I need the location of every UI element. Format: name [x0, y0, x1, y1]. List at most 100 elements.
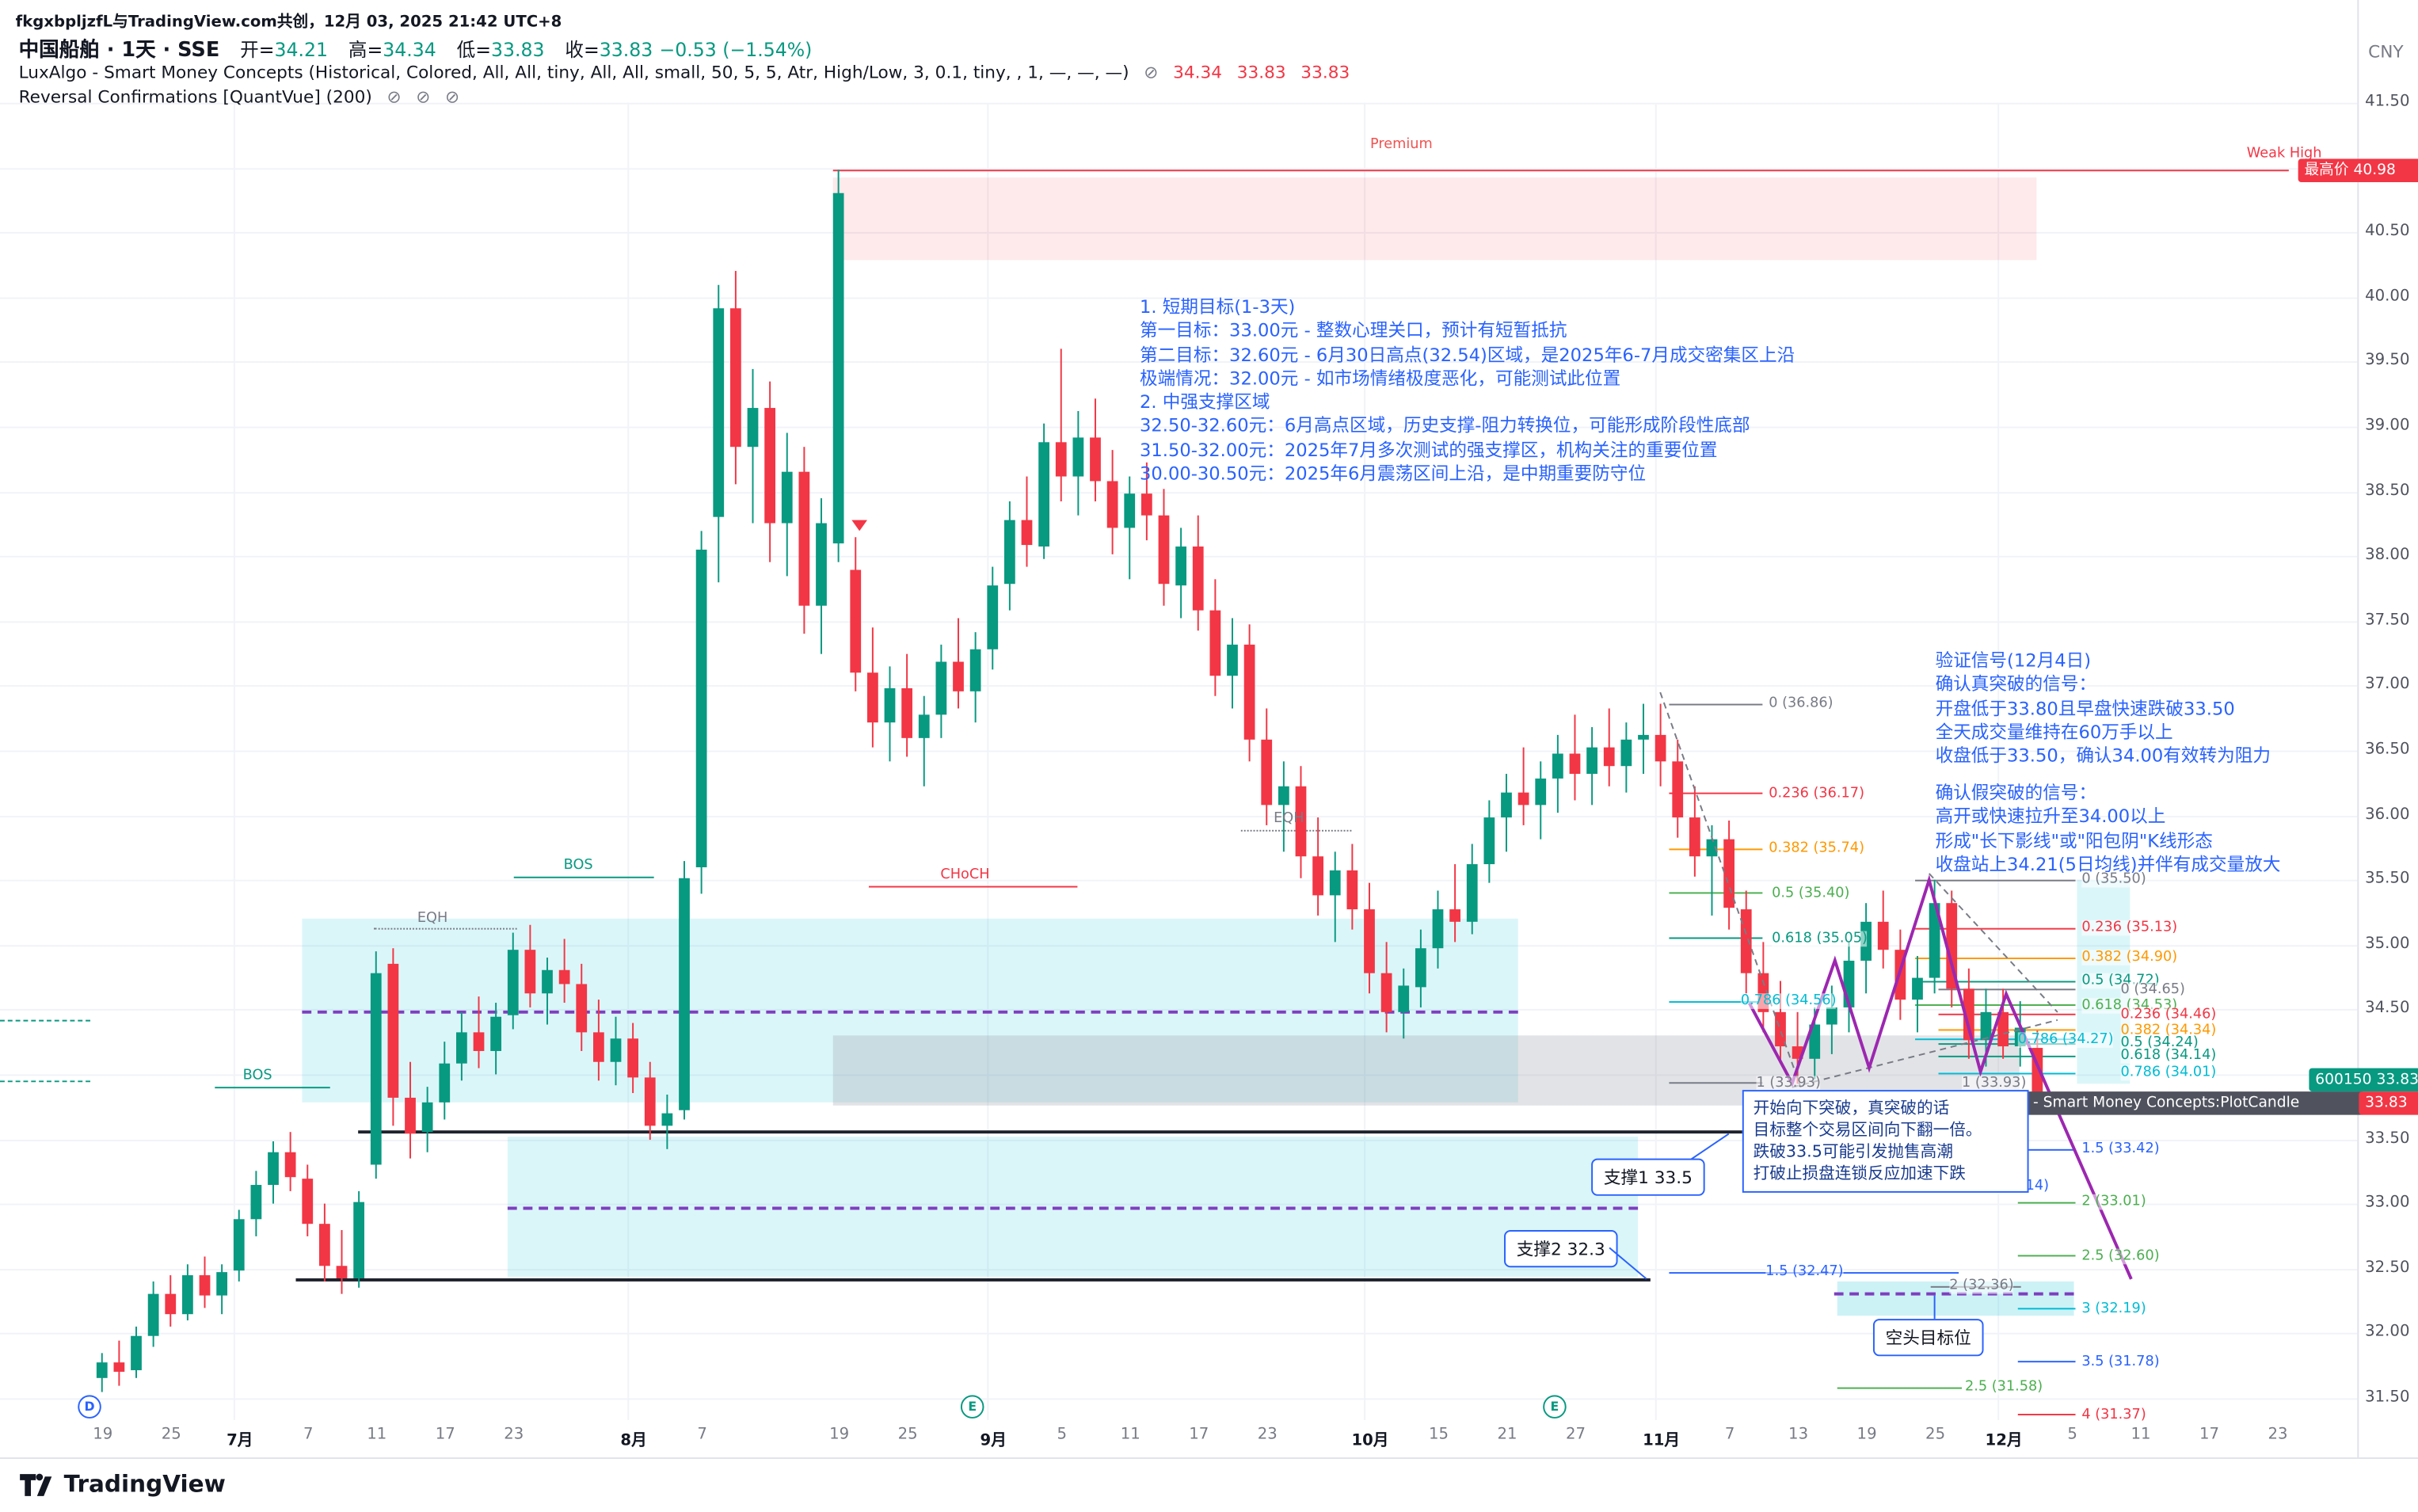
ath-price-tag: 最高价 40.98 — [2298, 158, 2418, 182]
candle — [1398, 986, 1410, 1012]
time-axis-label: 17 — [2199, 1426, 2220, 1444]
fib-label[interactable]: 0.786 (34.01) — [2120, 1065, 2217, 1081]
candle — [131, 1335, 142, 1370]
bottom-bar: TradingView — [0, 1459, 2418, 1512]
callout-breakdown-note[interactable]: 开始向下突破，真突破的话 目标整个交易区间向下翻一倍。 跌破33.5可能引发抛售… — [1742, 1090, 2029, 1193]
candle — [507, 950, 519, 1016]
fib-label[interactable]: 1 (33.93) — [1756, 1076, 1821, 1091]
fib-level-line — [1915, 879, 2076, 882]
candle-wick — [1282, 760, 1285, 852]
grid-line-h — [0, 1398, 2358, 1400]
callout-support-1[interactable]: 支撑1 33.5 — [1591, 1158, 1705, 1196]
candle — [1090, 436, 1101, 482]
candle — [1501, 791, 1512, 818]
hidden-eye-icon[interactable]: ⊘ — [1144, 62, 1159, 83]
time-axis-label: 11 — [2131, 1426, 2151, 1444]
hidden-eye-icon[interactable]: ⊘ — [445, 87, 460, 108]
candle — [1809, 1025, 1821, 1059]
axis-separator-horizontal — [0, 1457, 2418, 1460]
fib-label[interactable]: 2 (33.01) — [2081, 1194, 2146, 1211]
fib-label[interactable]: 0 (36.86) — [1769, 695, 1833, 712]
grid-line-h — [0, 491, 2358, 493]
fib-label[interactable]: 1.5 (33.42) — [2081, 1141, 2160, 1158]
bos-label: BOS — [563, 858, 593, 874]
grid-line-h — [0, 620, 2358, 623]
callout-support-2[interactable]: 支撑2 32.3 — [1504, 1230, 1618, 1268]
time-axis[interactable]: 19 25 7月 7 11 17 23 8月 7 19 25 9月 5 11 17 23 10月 15 21 27 11… — [0, 1417, 2418, 1457]
fib-label[interactable]: 1 (33.93) — [1962, 1076, 2027, 1091]
indicator-row-reversal[interactable]: Reversal Confirmations [QuantVue] (200) … — [19, 87, 460, 108]
annotation-support-zones[interactable]: 2. 中强支撑区域 32.50-32.60元：6月高点区域，历史支撑-阻力转换位… — [1140, 390, 1750, 485]
fib-level-line — [1669, 1082, 1763, 1084]
grid-line-h — [0, 297, 2358, 299]
grid-line-h — [0, 1009, 2358, 1011]
candle — [729, 307, 741, 447]
time-axis-label: 11 — [367, 1426, 387, 1444]
callout-short-target[interactable]: 空头目标位 — [1872, 1319, 1984, 1357]
tradingview-logo[interactable]: TradingView — [19, 1468, 226, 1499]
grid-line-h — [0, 167, 2358, 169]
grid-line-h — [0, 1074, 2358, 1076]
low-label: 低= — [456, 39, 492, 61]
candle — [1723, 838, 1734, 909]
symbol-title: 中国船舶 · 1天 · SSE — [18, 39, 220, 63]
fib-label[interactable]: 0.618 (35.05) — [1772, 930, 1868, 946]
grid-line-h — [0, 1203, 2358, 1205]
dividend-marker[interactable]: D — [78, 1395, 101, 1419]
time-axis-label: 12月 — [1985, 1432, 2023, 1450]
plotcandle-price-tag: 33.83 — [2359, 1091, 2418, 1115]
price-axis[interactable]: 41.50 40.50 40.00 39.50 39.00 38.50 38.00 37.50… — [2359, 0, 2418, 1457]
candle — [1106, 481, 1118, 528]
symbol-info-bar[interactable]: 中国船舶 · 1天 · SSE 开=34.21 高=34.34 低=33.83 … — [19, 32, 813, 62]
annotation-short-term-targets[interactable]: 1. 短期目标(1-3天) 第一目标：33.00元 - 整数心理关口，预计有短暂… — [1140, 295, 1795, 390]
fib-label[interactable]: 3.5 (31.78) — [2081, 1354, 2160, 1370]
fib-label[interactable]: 0.5 (34.24) — [2120, 1035, 2199, 1051]
indicator-row-luxalgo[interactable]: LuxAlgo - Smart Money Concepts (Historic… — [19, 63, 1350, 83]
fib-label[interactable]: 0.786 (34.27) — [2017, 1031, 2114, 1048]
fib-label[interactable]: 0.236 (35.13) — [2081, 920, 2178, 936]
fib-label[interactable]: 2 (32.36) — [1949, 1278, 2014, 1295]
candle — [284, 1152, 296, 1179]
fib-label[interactable]: 0.786 (34.56) — [1740, 993, 1837, 1010]
time-axis-label: 7 — [303, 1426, 314, 1444]
annotation-breakout-confirm-signals[interactable]: 验证信号(12月4日) 确认真突破的信号： 开盘低于33.80且早盘快速跌破33… — [1935, 649, 2271, 767]
fib-label[interactable]: 0.382 (34.34) — [2120, 1022, 2217, 1038]
candle — [1980, 1012, 1992, 1041]
fib-label[interactable]: 0.236 (36.17) — [1769, 785, 1864, 802]
candle-wick — [1334, 851, 1336, 943]
attribution: fkgxbpljzfL与TradingView.com共创，12月 03, 20… — [15, 13, 562, 32]
fib-label[interactable]: 3 (32.19) — [2081, 1301, 2146, 1317]
fib-label[interactable]: 0.382 (35.74) — [1769, 840, 1864, 857]
annotation-false-breakout-signals[interactable]: 确认假突破的信号： 高开或快速拉升至34.00以上 形成"长下影线"或"阳包阴"… — [1935, 781, 2281, 875]
fib-label[interactable]: 1.5 (32.47) — [1765, 1264, 1844, 1281]
fib-level-line — [1938, 1072, 2076, 1074]
earnings-marker[interactable]: E — [1543, 1395, 1567, 1419]
candle — [627, 1038, 639, 1077]
fib-label[interactable]: 0.618 (34.14) — [2120, 1048, 2217, 1064]
price-axis-label: 36.00 — [2365, 806, 2410, 824]
candle — [439, 1064, 451, 1103]
candle — [1655, 734, 1666, 761]
fib-label[interactable]: 0.382 (34.90) — [2081, 950, 2178, 966]
currency-label: CNY — [2368, 42, 2404, 63]
candle — [370, 973, 382, 1165]
fib-label[interactable]: 0 (35.50) — [2081, 872, 2146, 888]
indicator-value: 34.34 — [1173, 62, 1223, 83]
hidden-eye-icon[interactable]: ⊘ — [386, 87, 402, 108]
fib-label[interactable]: 0 (34.65) — [2120, 982, 2185, 998]
fib-label[interactable]: 2.5 (32.60) — [2081, 1247, 2160, 1264]
earnings-marker[interactable]: E — [960, 1395, 984, 1419]
eqh-zone-dashed — [302, 1011, 1518, 1014]
fib-label[interactable]: 0.236 (34.46) — [2120, 1007, 2217, 1023]
symbol-price-tag: 600150 33.83 — [2309, 1068, 2418, 1091]
fib-label[interactable]: 4 (31.37) — [2081, 1407, 2146, 1423]
fib-level-line — [1915, 1004, 2076, 1007]
reversal-lower-dashed — [0, 1080, 91, 1082]
fib-label[interactable]: 2.5 (31.58) — [1964, 1380, 2043, 1396]
fib-level-line — [2017, 1414, 2076, 1416]
hidden-eye-icon[interactable]: ⊘ — [416, 87, 431, 108]
candle — [593, 1033, 604, 1062]
fib-label[interactable]: 0.5 (35.40) — [1772, 885, 1850, 901]
time-axis-label: 25 — [1925, 1426, 1946, 1444]
candle — [1569, 752, 1581, 775]
